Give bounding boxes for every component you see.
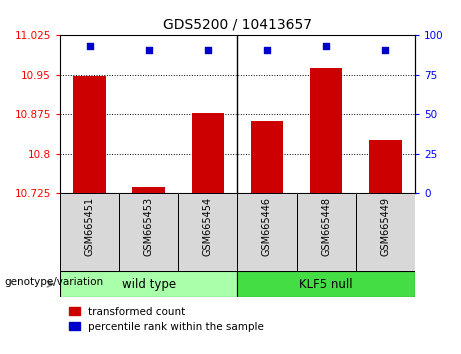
- Bar: [310, 68, 343, 193]
- Bar: [178, 193, 237, 271]
- Point: [86, 44, 93, 49]
- Bar: [132, 187, 165, 193]
- Text: KLF5 null: KLF5 null: [299, 278, 353, 291]
- Bar: [73, 76, 106, 193]
- Text: genotype/variation: genotype/variation: [5, 277, 104, 287]
- Bar: [237, 193, 296, 271]
- Bar: [192, 113, 224, 193]
- Text: wild type: wild type: [122, 278, 176, 291]
- Point: [322, 44, 330, 49]
- Bar: [60, 271, 237, 297]
- Bar: [237, 271, 415, 297]
- Bar: [119, 193, 178, 271]
- Text: GSM665453: GSM665453: [144, 197, 154, 256]
- Bar: [356, 193, 415, 271]
- Bar: [60, 193, 119, 271]
- Bar: [369, 141, 402, 193]
- Point: [263, 47, 271, 52]
- Title: GDS5200 / 10413657: GDS5200 / 10413657: [163, 17, 312, 32]
- Text: GSM665448: GSM665448: [321, 197, 331, 256]
- Point: [145, 47, 152, 52]
- Bar: [296, 193, 356, 271]
- Bar: [251, 121, 283, 193]
- Point: [204, 47, 212, 52]
- Legend: transformed count, percentile rank within the sample: transformed count, percentile rank withi…: [65, 303, 268, 336]
- Text: GSM665449: GSM665449: [380, 197, 390, 256]
- Text: GSM665446: GSM665446: [262, 197, 272, 256]
- Text: GSM665451: GSM665451: [84, 197, 95, 256]
- Text: GSM665454: GSM665454: [203, 197, 213, 256]
- Point: [382, 47, 389, 52]
